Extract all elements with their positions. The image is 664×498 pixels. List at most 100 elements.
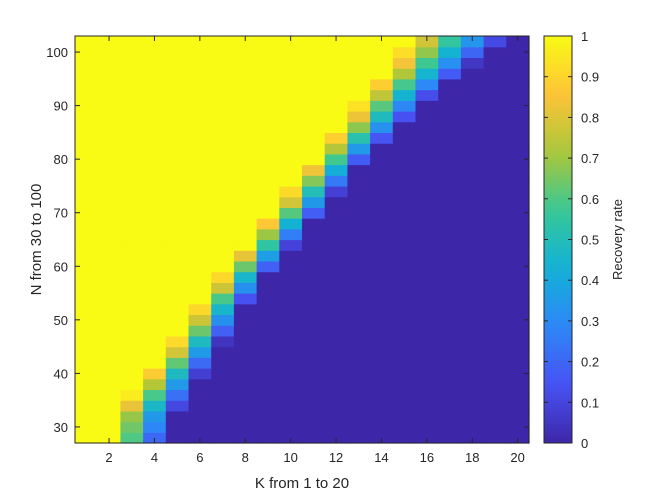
y-axis-ticks: 30 40 50 60 70 80 90 100: [46, 45, 529, 435]
heatmap-cell: [143, 335, 167, 348]
heatmap-cell: [415, 389, 439, 401]
heatmap-cell: [460, 121, 485, 133]
heatmap-cell: [75, 271, 99, 283]
heatmap-cell: [120, 46, 144, 59]
heatmap-cell: [188, 121, 212, 133]
heatmap-cell: [188, 410, 212, 423]
heatmap-cell: [233, 100, 258, 112]
heatmap-cell: [483, 218, 507, 230]
heatmap-cell: [347, 410, 371, 423]
heatmap-cell: [347, 325, 371, 337]
heatmap-cell: [438, 368, 462, 380]
heatmap-cell: [75, 110, 99, 123]
heatmap-cell: [120, 260, 144, 273]
heatmap-cell: [97, 57, 121, 69]
heatmap-cell: [302, 432, 326, 444]
heatmap-cell: [483, 260, 507, 273]
heatmap-cell: [233, 121, 258, 133]
heatmap-cell: [233, 196, 258, 208]
heatmap-cell: [279, 239, 303, 251]
heatmap-cell: [75, 432, 99, 444]
heatmap-cell: [324, 228, 348, 241]
heatmap-cell: [392, 389, 417, 401]
heatmap-cell: [392, 121, 417, 133]
heatmap-cell: [324, 100, 348, 112]
heatmap-cell: [279, 143, 303, 155]
heatmap-cell: [143, 378, 167, 391]
heatmap-cell: [302, 196, 326, 208]
heatmap-cell: [165, 432, 190, 444]
heatmap-cell: [188, 250, 212, 262]
heatmap-cell: [256, 293, 280, 305]
heatmap-cell: [233, 378, 258, 391]
heatmap-cell: [120, 293, 144, 305]
heatmap-cell: [188, 46, 212, 59]
heatmap-cell: [75, 164, 99, 176]
heatmap-cell: [347, 100, 371, 112]
colorbar-tick-label: 0: [581, 436, 588, 451]
heatmap-cell: [483, 368, 507, 380]
heatmap-cell: [483, 346, 507, 358]
heatmap-cell: [233, 357, 258, 369]
heatmap-cell: [165, 207, 190, 219]
heatmap-cell: [415, 153, 439, 166]
heatmap-cell: [347, 121, 371, 133]
heatmap-cell: [97, 250, 121, 262]
heatmap-cell: [506, 432, 530, 444]
heatmap-cell: [438, 185, 462, 198]
heatmap-cell: [143, 389, 167, 401]
heatmap-cell: [211, 260, 235, 273]
heatmap-cell: [324, 378, 348, 391]
heatmap-cell: [324, 314, 348, 326]
heatmap-cell: [438, 218, 462, 230]
heatmap-cell: [97, 346, 121, 358]
heatmap-cell: [302, 293, 326, 305]
heatmap-cell: [211, 153, 235, 166]
heatmap-cell: [188, 78, 212, 91]
heatmap-cell: [302, 143, 326, 155]
heatmap-cell: [165, 314, 190, 326]
heatmap-cell: [506, 121, 530, 133]
heatmap-cell: [211, 132, 235, 144]
heatmap-cell: [438, 260, 462, 273]
heatmap-cell: [75, 68, 99, 80]
heatmap-cell: [256, 78, 280, 91]
heatmap-cell: [392, 271, 417, 283]
heatmap-cell: [165, 228, 190, 241]
heatmap-cell: [324, 207, 348, 219]
heatmap-cell: [392, 196, 417, 208]
heatmap-cell: [97, 314, 121, 326]
heatmap-cell: [483, 389, 507, 401]
heatmap-cell: [438, 293, 462, 305]
heatmap-cell: [279, 228, 303, 241]
x-tick-label: 8: [242, 450, 249, 465]
heatmap-cell: [75, 368, 99, 380]
heatmap-cell: [165, 153, 190, 166]
heatmap-cell: [97, 46, 121, 59]
heatmap-cell: [415, 218, 439, 230]
heatmap-cell: [233, 185, 258, 198]
heatmap-cell: [460, 239, 485, 251]
heatmap-cell: [165, 89, 190, 101]
heatmap-cell: [211, 89, 235, 101]
heatmap-cell: [143, 346, 167, 358]
heatmap-cell: [279, 271, 303, 283]
heatmap-cell: [302, 314, 326, 326]
heatmap-cell: [233, 293, 258, 305]
heatmap-cell: [460, 46, 485, 59]
heatmap-cell: [233, 36, 258, 48]
heatmap-cell: [256, 400, 280, 412]
heatmap-cell: [256, 432, 280, 444]
heatmap-cell: [233, 143, 258, 155]
heatmap-cell: [506, 164, 530, 176]
heatmap-cell: [302, 400, 326, 412]
heatmap-cell: [370, 432, 394, 444]
heatmap-cell: [415, 250, 439, 262]
heatmap-cells: [75, 36, 530, 444]
heatmap-cell: [256, 282, 280, 294]
heatmap-cell: [165, 271, 190, 283]
heatmap-cell: [460, 132, 485, 144]
heatmap-cell: [211, 164, 235, 176]
heatmap-cell: [392, 143, 417, 155]
heatmap-cell: [370, 153, 394, 166]
